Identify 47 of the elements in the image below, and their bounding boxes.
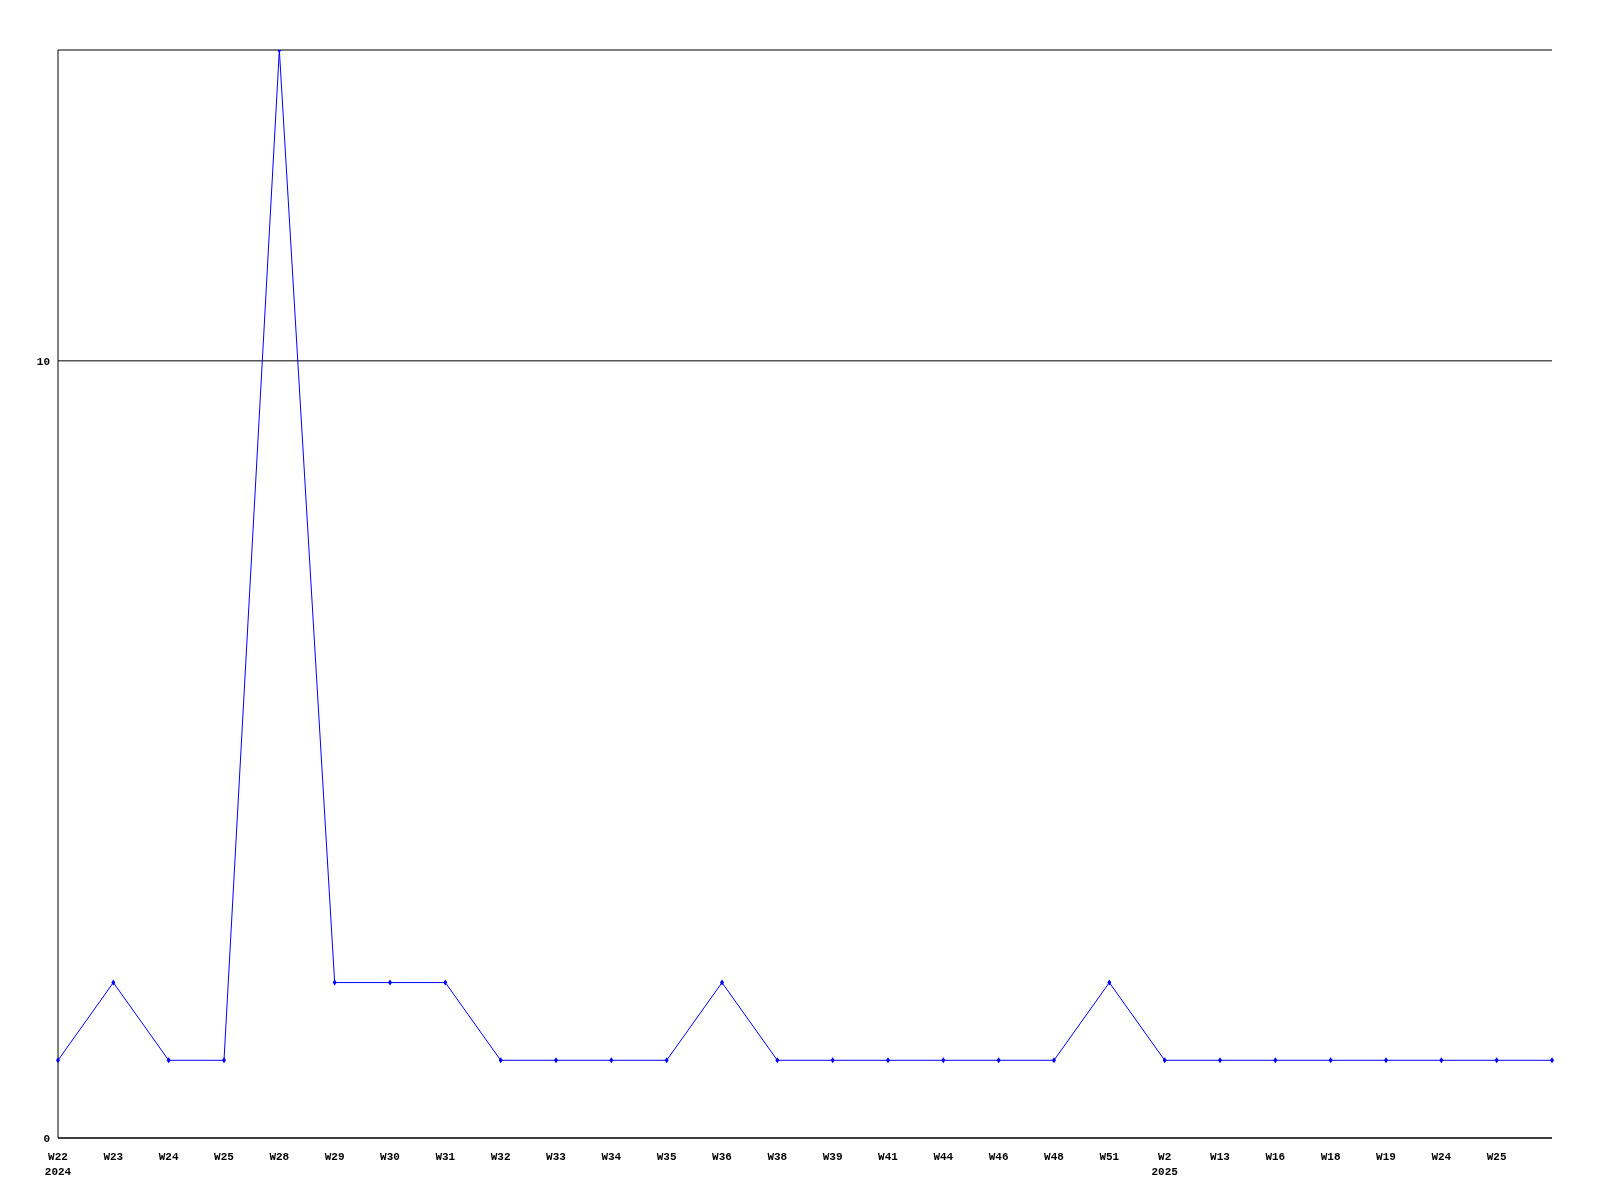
point bbox=[775, 1057, 780, 1064]
x-tick-label: W28 bbox=[269, 1151, 290, 1163]
point bbox=[830, 1057, 835, 1064]
x-tick-label: W34 bbox=[601, 1151, 622, 1163]
x-tick-label: W29 bbox=[324, 1151, 345, 1163]
point bbox=[1494, 1057, 1499, 1064]
y-tick-label: 10 bbox=[36, 355, 50, 368]
point bbox=[941, 1057, 946, 1064]
y-tick-label: 0 bbox=[43, 1132, 50, 1145]
x-tick-label: W36 bbox=[712, 1151, 732, 1163]
x-tick-label: W24 bbox=[158, 1151, 179, 1163]
x-tick-label: W18 bbox=[1320, 1151, 1341, 1163]
x-tick-label: W24 bbox=[1431, 1151, 1452, 1163]
x-tick-label: W25 bbox=[214, 1151, 235, 1163]
point bbox=[609, 1057, 614, 1064]
x-tick-label: W46 bbox=[988, 1151, 1009, 1163]
x-tick-label: W22 2024 bbox=[44, 1151, 72, 1178]
x-tick-label: W35 bbox=[656, 1151, 677, 1163]
point bbox=[996, 1057, 1001, 1064]
x-tick-label: W39 bbox=[822, 1151, 843, 1163]
x-tick-label: W41 bbox=[878, 1151, 899, 1163]
x-tick-label: W44 bbox=[933, 1151, 954, 1163]
x-tick-label: W2 2025 bbox=[1151, 1151, 1179, 1178]
x-tick-label: W16 bbox=[1265, 1151, 1286, 1163]
x-tick-label: W51 bbox=[1099, 1151, 1120, 1163]
point bbox=[664, 1057, 669, 1064]
point bbox=[1273, 1057, 1278, 1064]
x-tick-label: W19 bbox=[1376, 1151, 1396, 1163]
x-tick-label: W13 bbox=[1210, 1151, 1231, 1163]
x-tick-label: W38 bbox=[767, 1151, 788, 1163]
x-tick-label: W48 bbox=[1044, 1151, 1065, 1163]
point bbox=[443, 979, 448, 986]
x-tick-label: W32 bbox=[490, 1151, 511, 1163]
x-tick-label: W33 bbox=[546, 1151, 567, 1163]
x-tick-label: W30 bbox=[380, 1151, 400, 1163]
point bbox=[111, 979, 116, 986]
point bbox=[1439, 1057, 1444, 1064]
point bbox=[332, 979, 337, 986]
point bbox=[498, 1057, 503, 1064]
point bbox=[277, 50, 282, 53]
point bbox=[1107, 979, 1112, 986]
point bbox=[1328, 1057, 1333, 1064]
x-tick-label: W23 bbox=[103, 1151, 124, 1163]
x-tick-label: W25 bbox=[1486, 1151, 1507, 1163]
x-tick-label: W31 bbox=[435, 1151, 456, 1163]
point bbox=[166, 1057, 171, 1064]
point bbox=[1162, 1057, 1167, 1064]
